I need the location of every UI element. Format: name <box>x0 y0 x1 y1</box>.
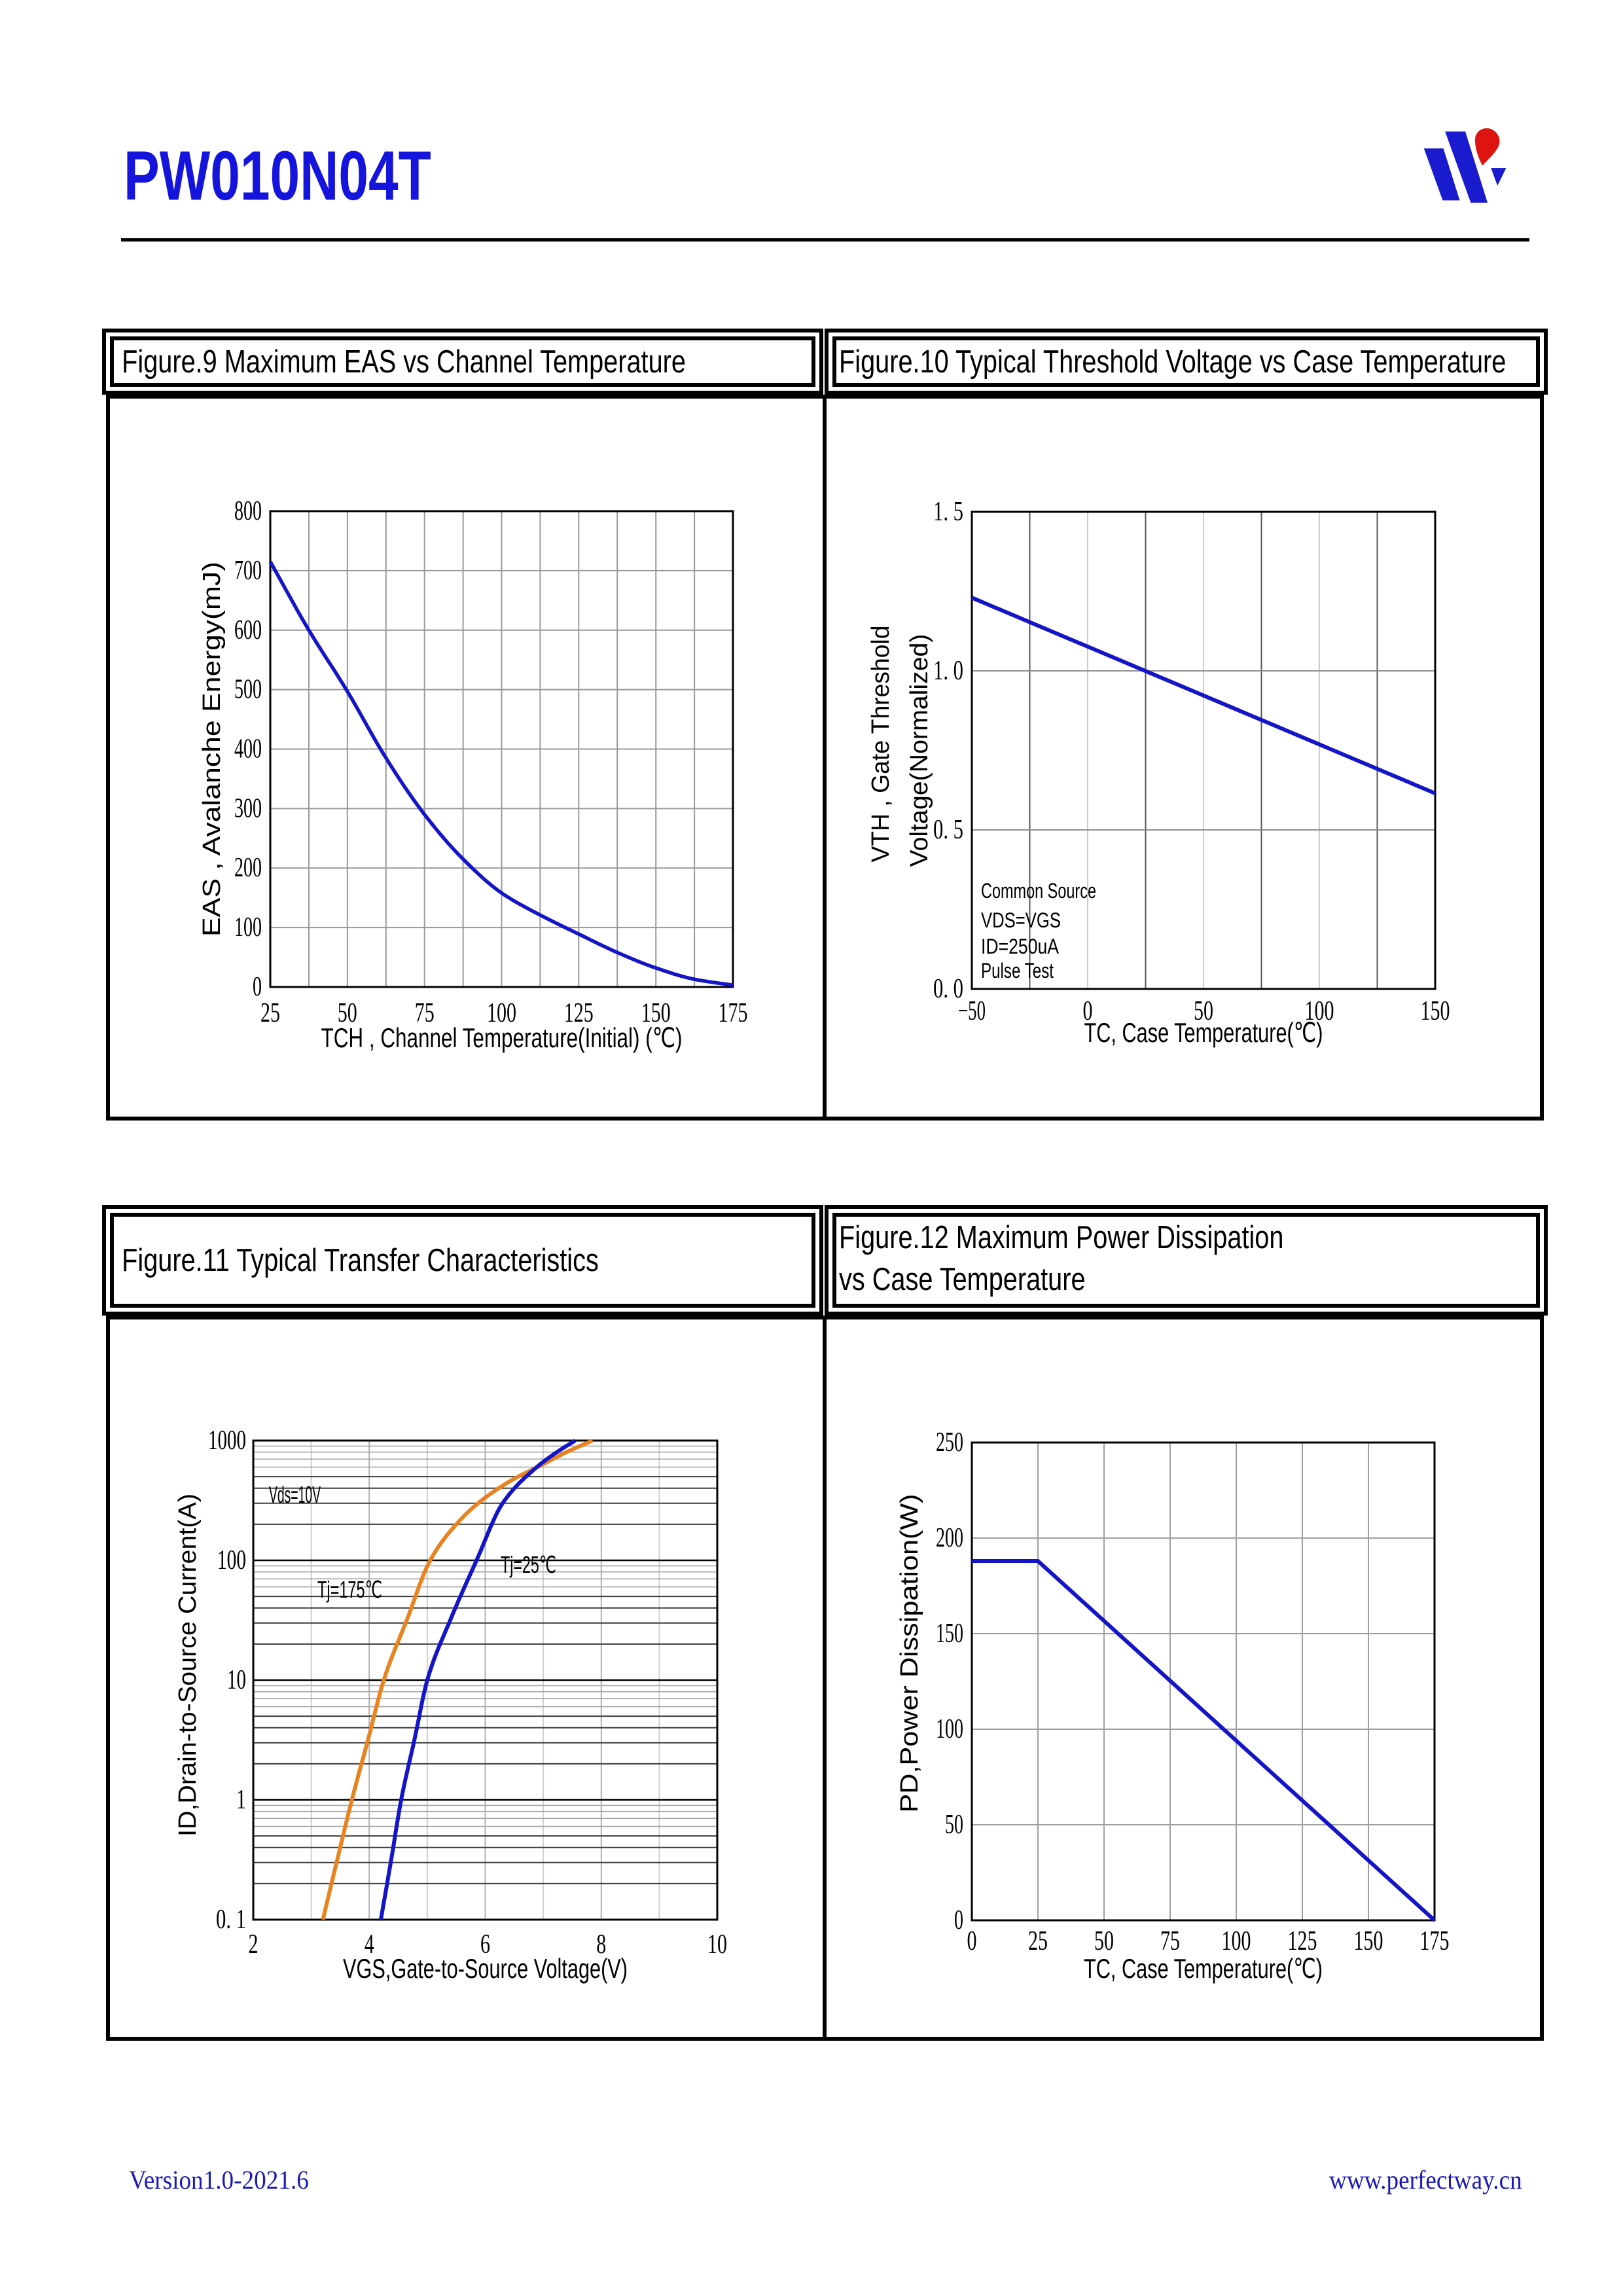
svg-text:1. 5: 1. 5 <box>933 497 963 527</box>
svg-text:125: 125 <box>1288 1926 1317 1956</box>
svg-text:500: 500 <box>234 675 262 705</box>
svg-text:75: 75 <box>1160 1926 1180 1956</box>
svg-text:150: 150 <box>1421 996 1450 1026</box>
svg-text:250: 250 <box>936 1427 963 1458</box>
svg-text:75: 75 <box>415 998 435 1028</box>
svg-text:0. 5: 0. 5 <box>933 815 963 845</box>
svg-text:700: 700 <box>234 556 262 586</box>
svg-text:50: 50 <box>945 1810 963 1840</box>
svg-text:10: 10 <box>707 1929 727 1960</box>
svg-text:VDS=VGS: VDS=VGS <box>981 908 1061 932</box>
svg-text:150: 150 <box>1354 1926 1383 1956</box>
svg-text:EAS , Avalanche Energy(mJ): EAS , Avalanche Energy(mJ) <box>198 562 226 937</box>
svg-text:600: 600 <box>234 615 262 645</box>
svg-text:200: 200 <box>234 853 262 883</box>
svg-text:6: 6 <box>480 1929 490 1960</box>
svg-text:ID=250uA: ID=250uA <box>981 935 1060 958</box>
svg-text:200: 200 <box>936 1523 963 1553</box>
svg-text:175: 175 <box>719 998 748 1028</box>
svg-text:1000: 1000 <box>208 1426 246 1456</box>
svg-text:300: 300 <box>234 793 262 823</box>
svg-text:150: 150 <box>936 1619 963 1649</box>
svg-text:TC, Case Temperature(℃): TC, Case Temperature(℃) <box>1084 1953 1323 1984</box>
svg-text:2: 2 <box>249 1929 259 1960</box>
svg-text:ID,Drain-to-Source Current(A): ID,Drain-to-Source Current(A) <box>174 1494 202 1837</box>
svg-text:100: 100 <box>217 1545 246 1575</box>
svg-text:0. 1: 0. 1 <box>216 1905 246 1935</box>
svg-text:100: 100 <box>1222 1926 1251 1956</box>
svg-text:1: 1 <box>236 1785 246 1815</box>
svg-text:150: 150 <box>641 998 671 1028</box>
svg-text:400: 400 <box>234 734 262 764</box>
svg-text:4: 4 <box>365 1929 374 1960</box>
svg-text:VGS,Gate-to-Source Voltage(V): VGS,Gate-to-Source Voltage(V) <box>343 1953 628 1984</box>
svg-text:Tj=175℃: Tj=175℃ <box>317 1576 382 1603</box>
svg-text:Vds=10V: Vds=10V <box>269 1481 321 1508</box>
svg-text:100: 100 <box>487 998 516 1028</box>
svg-text:50: 50 <box>1094 1926 1114 1956</box>
svg-text:TC, Case Temperature(℃): TC, Case Temperature(℃) <box>1084 1017 1323 1048</box>
svg-text:8: 8 <box>596 1929 606 1960</box>
svg-text:VTH , Gate Threshold: VTH , Gate Threshold <box>867 626 895 863</box>
svg-text:0. 0: 0. 0 <box>933 974 963 1004</box>
svg-text:−50: −50 <box>958 996 986 1026</box>
svg-text:PD,Power Dissipation(W): PD,Power Dissipation(W) <box>896 1494 923 1813</box>
svg-text:175: 175 <box>1420 1926 1450 1956</box>
svg-text:0: 0 <box>967 1926 977 1956</box>
svg-text:100: 100 <box>1305 996 1334 1026</box>
svg-text:25: 25 <box>1028 1926 1048 1956</box>
svg-text:10: 10 <box>227 1665 246 1695</box>
svg-text:Common Source: Common Source <box>981 879 1096 903</box>
svg-text:1. 0: 1. 0 <box>933 656 963 686</box>
svg-text:Pulse Test: Pulse Test <box>981 959 1054 982</box>
svg-text:TCH , Channel Temperature(Init: TCH , Channel Temperature(Initial) (℃) <box>321 1022 683 1053</box>
svg-text:50: 50 <box>1194 996 1213 1026</box>
svg-text:Tj=25℃: Tj=25℃ <box>501 1551 556 1578</box>
svg-text:0: 0 <box>954 1905 963 1935</box>
svg-text:50: 50 <box>338 998 357 1028</box>
svg-text:125: 125 <box>564 998 594 1028</box>
svg-text:0: 0 <box>253 972 262 1002</box>
svg-text:800: 800 <box>234 496 262 526</box>
svg-text:100: 100 <box>936 1714 963 1744</box>
svg-text:0: 0 <box>1083 996 1093 1026</box>
svg-text:100: 100 <box>234 912 262 942</box>
svg-text:25: 25 <box>260 998 280 1028</box>
svg-text:Voltage(Normalized): Voltage(Normalized) <box>906 634 933 867</box>
